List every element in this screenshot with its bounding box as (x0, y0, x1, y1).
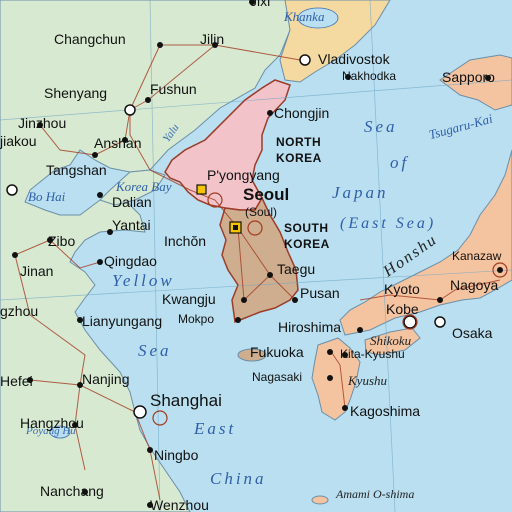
liaodong-peninsula (99, 169, 166, 206)
shenyang-label[interactable]: Shenyang (44, 85, 108, 101)
south-korea-label-line2: KOREA (284, 237, 330, 251)
zibo-label[interactable]: Zibo (48, 233, 76, 249)
ningbo-label[interactable]: Ningbo (154, 447, 199, 463)
yellow-sea-label-yellow: Yellow (112, 271, 175, 290)
bo-hai-label: Bo Hai (28, 189, 66, 204)
north-korea-label-line2: KOREA (276, 151, 322, 165)
east-sea-label: (East Sea) (340, 215, 437, 232)
nanjing-label[interactable]: Nanjing (82, 371, 130, 387)
hiroshima-label[interactable]: Hiroshima (278, 319, 342, 335)
sea-of-japan-label-sea: Sea (364, 117, 398, 136)
north-korea-label-line1: NORTH (276, 135, 322, 149)
kanazaw-label[interactable]: Kanazaw (452, 249, 502, 263)
city-markers (12, 0, 503, 508)
kagoshima-label[interactable]: Kagoshima (350, 403, 421, 419)
east-china-sea-label-east: East (194, 419, 237, 438)
anshan-label[interactable]: Anshan (94, 135, 142, 151)
nagoya-label[interactable]: Nagoya (450, 277, 499, 293)
taegu-label[interactable]: Taegu (277, 261, 316, 277)
gzhou-label[interactable]: gzhou (0, 303, 39, 319)
kyoto-label[interactable]: Kyoto (384, 281, 420, 297)
sea-of-japan-label-japan: Japan (332, 183, 389, 202)
jiakou-label[interactable]: jiakou (0, 133, 37, 149)
jilin-label[interactable]: Jilin (200, 31, 225, 47)
osaka-label[interactable]: Osaka (452, 325, 493, 341)
border-china-north-korea (164, 79, 276, 173)
pusan-label[interactable]: Pusan (300, 285, 340, 301)
vladivostok-label[interactable]: Vladivostok (318, 51, 390, 67)
yellow-sea-label-sea: Sea (138, 341, 172, 360)
chongjin-label[interactable]: Chongjin (274, 105, 330, 121)
amami-island (311, 495, 329, 505)
south-korea-label-line1: SOUTH (284, 221, 329, 235)
nakhodka-label[interactable]: Nakhodka (342, 69, 397, 83)
east-china-sea-label-china: China (210, 469, 267, 488)
qingdao-label[interactable]: Qingdao (104, 253, 157, 269)
kita-kyushu-label[interactable]: Kita-Kyushu (340, 347, 405, 361)
tangshan-label[interactable]: Tangshan (46, 162, 107, 178)
changchun-label[interactable]: Changchun (54, 31, 126, 47)
nanchang-label[interactable]: Nanchang (40, 483, 104, 499)
road-network (14, 44, 501, 501)
yantai-label[interactable]: Yantai (112, 217, 151, 233)
hefei-label[interactable]: Hefei (0, 373, 33, 389)
kyushu-label: Kyushu (348, 373, 387, 388)
fukuoka-label[interactable]: Fukuoka (250, 344, 304, 360)
poyang-lake (49, 425, 71, 439)
lianyungang-label[interactable]: Lianyungang (82, 313, 163, 329)
pyongyang-label[interactable]: P'yongyang (207, 167, 280, 183)
fushun-label[interactable]: Fushun (150, 81, 197, 97)
mokpo-label[interactable]: Mokpo (178, 312, 215, 326)
sapporo-label[interactable]: Sapporo (442, 69, 495, 85)
amami-label: Amami O-shima (336, 487, 415, 501)
sea-of-japan-label-of: of (390, 153, 410, 172)
dalian-label[interactable]: Dalian (112, 194, 152, 210)
hangzhou-label[interactable]: Hangzhou (20, 415, 84, 431)
jeju-island (237, 348, 267, 362)
jixi-label[interactable]: Jixi (250, 0, 271, 9)
japan-honshu (339, 149, 512, 336)
khanka-label: Khanka (284, 9, 325, 24)
japan-shikoku (364, 327, 421, 356)
pyongyang-capital-marker (196, 184, 207, 195)
kwangju-label[interactable]: Kwangju (162, 291, 216, 307)
seoul-label[interactable]: Seoul (243, 185, 290, 204)
khanka-lake (297, 7, 339, 29)
seoul-alt-label: (Soul) (245, 205, 278, 219)
major-city-markers (6, 54, 446, 419)
korea-bay-label: Korea Bay (116, 179, 172, 194)
shanghai-label[interactable]: Shanghai (150, 391, 222, 410)
nagasaki-label[interactable]: Nagasaki (252, 370, 303, 384)
inchon-label[interactable]: Inchŏn (164, 233, 207, 249)
airport-markers (152, 192, 508, 426)
japan-kyushu (311, 337, 361, 421)
shikoku-label: Shikoku (370, 333, 412, 348)
poyang-hu-label: Poyang Hu (26, 425, 76, 437)
jinzhou-label[interactable]: Jinzhou (18, 115, 67, 131)
kobe-label[interactable]: Kobe (386, 301, 419, 317)
jinan-label[interactable]: Jinan (20, 263, 54, 279)
wenzhou-label[interactable]: Wenzhou (150, 497, 209, 512)
